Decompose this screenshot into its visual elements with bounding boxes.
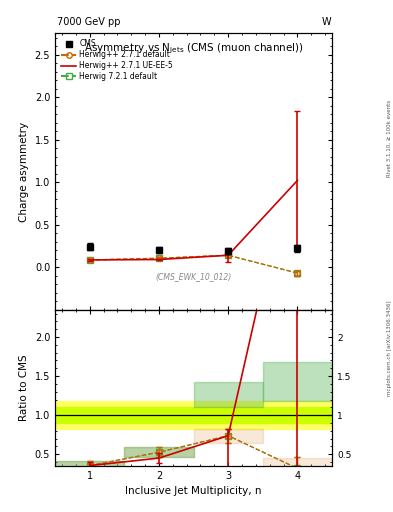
Text: Asymmetry vs N$_\mathregular{jets}$ (CMS (muon channel)): Asymmetry vs N$_\mathregular{jets}$ (CMS… <box>84 41 303 56</box>
Y-axis label: Ratio to CMS: Ratio to CMS <box>19 354 29 421</box>
Text: 7000 GeV pp: 7000 GeV pp <box>57 16 121 27</box>
Legend: CMS, Herwig++ 2.7.1 default, Herwig++ 2.7.1 UE-EE-5, Herwig 7.2.1 default: CMS, Herwig++ 2.7.1 default, Herwig++ 2.… <box>59 37 176 83</box>
Text: (CMS_EWK_10_012): (CMS_EWK_10_012) <box>155 272 232 281</box>
Y-axis label: Charge asymmetry: Charge asymmetry <box>19 121 29 222</box>
Text: Rivet 3.1.10, ≥ 100k events: Rivet 3.1.10, ≥ 100k events <box>387 100 392 177</box>
Text: mcplots.cern.ch [arXiv:1306.3436]: mcplots.cern.ch [arXiv:1306.3436] <box>387 301 392 396</box>
X-axis label: Inclusive Jet Multiplicity, n: Inclusive Jet Multiplicity, n <box>125 486 262 496</box>
Text: W: W <box>322 16 331 27</box>
